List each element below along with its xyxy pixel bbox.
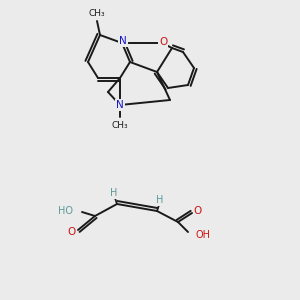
Text: O: O (194, 206, 202, 216)
Text: N: N (116, 100, 124, 110)
Text: CH₃: CH₃ (112, 121, 128, 130)
Text: OH: OH (196, 230, 211, 240)
Text: N: N (119, 36, 127, 46)
Text: O: O (159, 37, 167, 47)
Text: HO: HO (58, 206, 73, 216)
Text: O: O (68, 227, 76, 237)
Text: H: H (156, 195, 164, 205)
Text: CH₃: CH₃ (89, 10, 105, 19)
Text: H: H (110, 188, 118, 198)
